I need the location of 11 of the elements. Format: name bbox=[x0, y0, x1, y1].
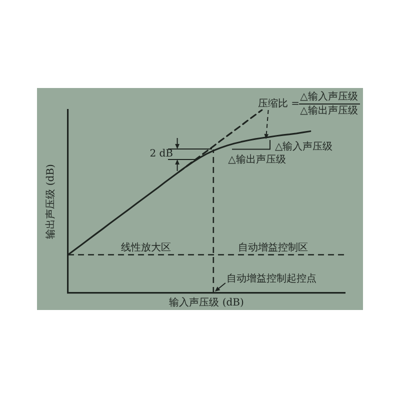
x-axis-title: 输入声压级 (dB) bbox=[169, 296, 244, 309]
annotation: 自动增益控制区 bbox=[238, 242, 308, 254]
annotation: △输入声压级 bbox=[275, 140, 333, 153]
y-axis-title: 输出声压级 (dB) bbox=[44, 164, 57, 239]
text: 压缩比 = bbox=[258, 98, 300, 110]
annotation: 2 dB bbox=[150, 148, 173, 160]
annotation: △输出声压级 bbox=[228, 154, 286, 166]
text: △输入声压级 bbox=[300, 90, 358, 103]
annotation: 线性放大区 bbox=[121, 242, 171, 254]
annotation: 自动增益控制起控点 bbox=[226, 272, 316, 285]
annotation: △输出声压级 bbox=[300, 104, 358, 117]
